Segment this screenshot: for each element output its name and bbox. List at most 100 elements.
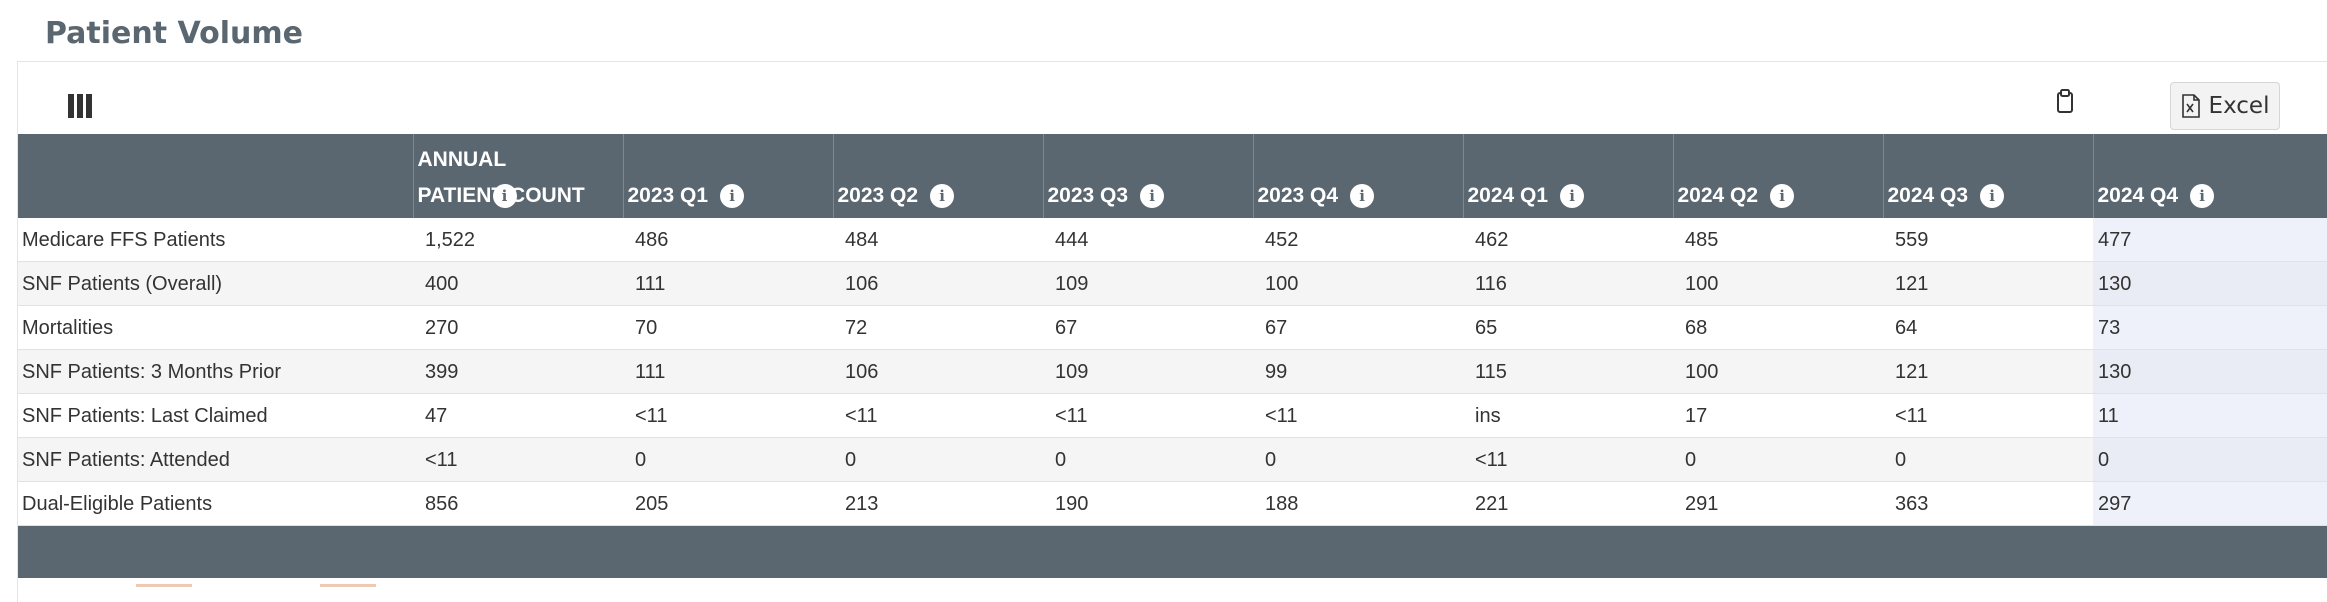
table-cell: 291 xyxy=(1673,481,1883,526)
row-label: Mortalities xyxy=(18,305,413,350)
table-row: SNF Patients: Last Claimed 47 <11 <11 <11 <11… xyxy=(18,393,2327,438)
table-cell: 484 xyxy=(833,218,1043,262)
row-label: Dual-Eligible Patients xyxy=(18,481,413,526)
table-cell: 213 xyxy=(833,481,1043,526)
table-cell: 106 xyxy=(833,261,1043,306)
table-cell: 116 xyxy=(1463,261,1673,306)
table-cell: 444 xyxy=(1043,218,1253,262)
info-icon[interactable]: i xyxy=(720,184,745,209)
table-cell: 115 xyxy=(1463,349,1673,394)
table-header-row: ANNUAL PATIENT COUNTi 2023 Q1 i 2023 Q2 i … xyxy=(18,134,2327,218)
table-cell: 67 xyxy=(1043,305,1253,350)
table-cell: 486 xyxy=(623,218,833,262)
table-cell: <11 xyxy=(413,437,623,482)
table-cell: 400 xyxy=(413,261,623,306)
row-label: Medicare FFS Patients xyxy=(18,218,413,262)
table-panel: Excel ANNUAL PATIENT COUNTi 2023 Q1 i 202… xyxy=(17,61,2327,602)
table-row: SNF Patients: Attended <11 0 0 0 0 <11 0 0 0 xyxy=(18,437,2327,482)
table-cell: 68 xyxy=(1673,305,1883,350)
table-cell: 70 xyxy=(623,305,833,350)
pagination-stub xyxy=(136,584,192,587)
table-cell: 73 xyxy=(2093,305,2327,350)
table-cell: 452 xyxy=(1253,218,1463,262)
column-header-2023-q3[interactable]: 2023 Q3 i xyxy=(1043,134,1254,218)
table-cell: 121 xyxy=(1883,349,2093,394)
info-icon[interactable]: i xyxy=(1560,184,1585,209)
table-cell: 11 xyxy=(2093,393,2327,438)
table-row: Dual-Eligible Patients 856 205 213 190 188 221… xyxy=(18,481,2327,526)
table-cell: 130 xyxy=(2093,349,2327,394)
table-row: Mortalities 270 70 72 67 67 65 68 64 73 xyxy=(18,305,2327,350)
row-label: SNF Patients: Attended xyxy=(18,437,413,482)
table-cell: 67 xyxy=(1253,305,1463,350)
copy-to-clipboard-button[interactable] xyxy=(2050,87,2080,117)
table-cell: 72 xyxy=(833,305,1043,350)
table-cell: 100 xyxy=(1673,261,1883,306)
info-icon[interactable]: i xyxy=(492,184,517,209)
table-cell: 856 xyxy=(413,481,623,526)
table-cell: 221 xyxy=(1463,481,1673,526)
table-cell: 0 xyxy=(1673,437,1883,482)
info-icon[interactable]: i xyxy=(2190,184,2215,209)
column-header-2024-q2[interactable]: 2024 Q2 i xyxy=(1673,134,1884,218)
row-label: SNF Patients: Last Claimed xyxy=(18,393,413,438)
table-cell: 190 xyxy=(1043,481,1253,526)
table-cell: 130 xyxy=(2093,261,2327,306)
table-cell: 17 xyxy=(1673,393,1883,438)
info-icon[interactable]: i xyxy=(1350,184,1375,209)
table-row: SNF Patients (Overall) 400 111 106 109 100 116… xyxy=(18,261,2327,306)
column-header-2024-q4[interactable]: 2024 Q4 i xyxy=(2093,134,2327,218)
column-header-2023-q4[interactable]: 2023 Q4 i xyxy=(1253,134,1464,218)
table-cell: 0 xyxy=(1253,437,1463,482)
table-cell: 65 xyxy=(1463,305,1673,350)
table-row: SNF Patients: 3 Months Prior 399 111 106 109… xyxy=(18,349,2327,394)
table-cell: <11 xyxy=(1463,437,1673,482)
excel-button-label: Excel xyxy=(2208,93,2270,119)
table-cell: 109 xyxy=(1043,261,1253,306)
export-excel-button[interactable]: Excel xyxy=(2170,82,2280,130)
table-cell: 0 xyxy=(1883,437,2093,482)
table-cell: 205 xyxy=(623,481,833,526)
column-visibility-button[interactable] xyxy=(68,90,96,122)
table-cell: 109 xyxy=(1043,349,1253,394)
table-cell: <11 xyxy=(1043,393,1253,438)
column-header-2024-q3[interactable]: 2024 Q3 i xyxy=(1883,134,2094,218)
table-cell: 477 xyxy=(2093,218,2327,262)
clipboard-icon xyxy=(2057,89,2073,113)
row-label: SNF Patients (Overall) xyxy=(18,261,413,306)
info-icon[interactable]: i xyxy=(1770,184,1795,209)
table-cell: <11 xyxy=(623,393,833,438)
table-cell: 0 xyxy=(1043,437,1253,482)
table-cell: 0 xyxy=(2093,437,2327,482)
table-cell: 100 xyxy=(1253,261,1463,306)
columns-icon xyxy=(68,94,74,118)
page-title: Patient Volume xyxy=(45,16,303,51)
table-cell: 188 xyxy=(1253,481,1463,526)
table-cell: 270 xyxy=(413,305,623,350)
column-header-annual-patient-count[interactable]: ANNUAL PATIENT COUNTi xyxy=(413,134,624,218)
table-cell: 399 xyxy=(413,349,623,394)
table-cell: 121 xyxy=(1883,261,2093,306)
column-header-metric[interactable] xyxy=(18,134,414,218)
table-cell: 111 xyxy=(623,261,833,306)
table-cell: 559 xyxy=(1883,218,2093,262)
table-cell: <11 xyxy=(1883,393,2093,438)
info-icon[interactable]: i xyxy=(1140,184,1165,209)
table-cell: 0 xyxy=(623,437,833,482)
table-cell: 100 xyxy=(1673,349,1883,394)
table-cell: 106 xyxy=(833,349,1043,394)
table-cell: 47 xyxy=(413,393,623,438)
table-cell: 297 xyxy=(2093,481,2327,526)
info-icon[interactable]: i xyxy=(930,184,955,209)
info-icon[interactable]: i xyxy=(1980,184,2005,209)
column-header-2023-q1[interactable]: 2023 Q1 i xyxy=(623,134,834,218)
table-cell: 485 xyxy=(1673,218,1883,262)
pagination-stub xyxy=(320,584,376,587)
column-header-2023-q2[interactable]: 2023 Q2 i xyxy=(833,134,1044,218)
patient-volume-table: ANNUAL PATIENT COUNTi 2023 Q1 i 2023 Q2 i … xyxy=(18,134,2327,578)
table-cell: 99 xyxy=(1253,349,1463,394)
column-header-2024-q1[interactable]: 2024 Q1 i xyxy=(1463,134,1674,218)
table-cell: ins xyxy=(1463,393,1673,438)
table-cell: 363 xyxy=(1883,481,2093,526)
table-cell: 0 xyxy=(833,437,1043,482)
